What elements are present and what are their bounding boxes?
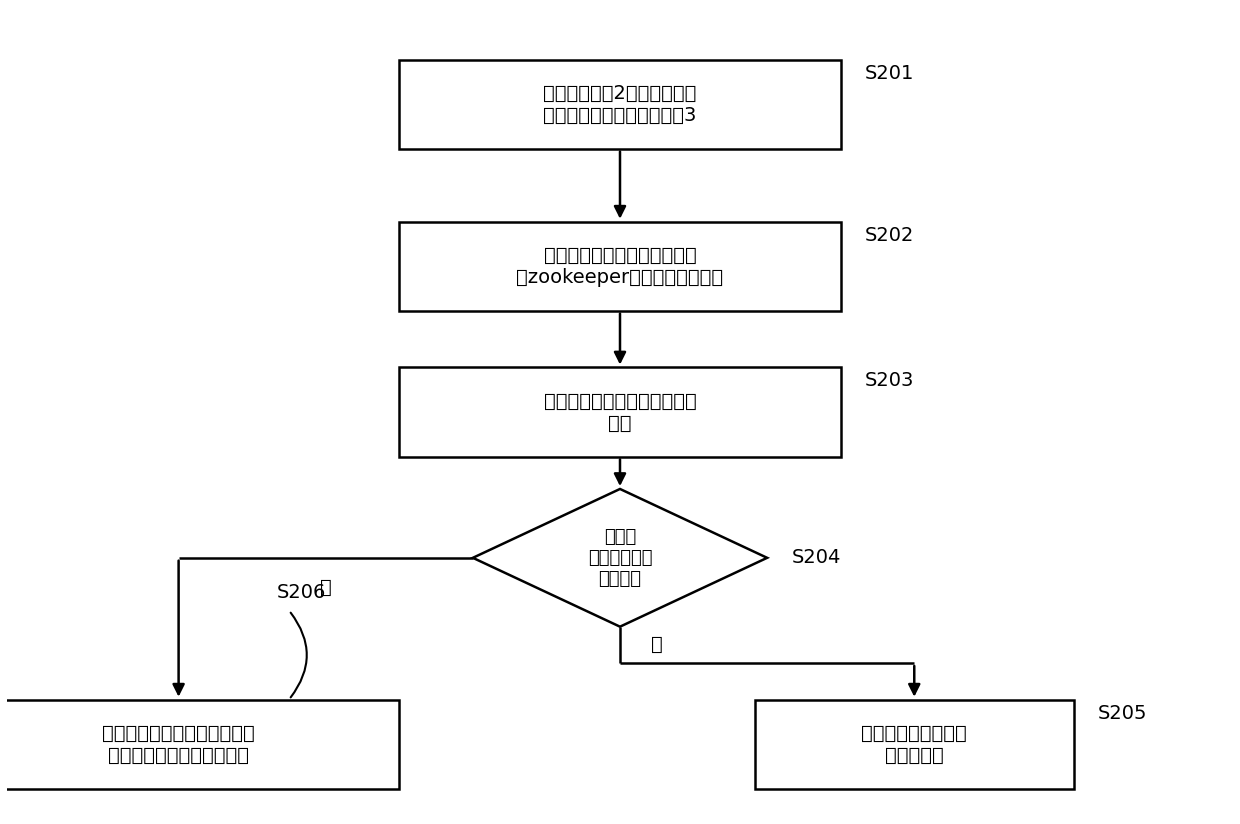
Text: S205: S205 (1099, 704, 1148, 723)
Text: S206: S206 (277, 583, 326, 602)
Text: 其余节点接收变更节点的节点
信息: 其余节点接收变更节点的节点 信息 (543, 391, 697, 433)
Polygon shape (472, 489, 768, 627)
Text: 每个节点同步变更后
的节点信息: 每个节点同步变更后 的节点信息 (862, 723, 967, 765)
FancyBboxPatch shape (399, 59, 841, 148)
Text: 是: 是 (320, 578, 331, 597)
Text: 发生变更节点执行变更把变更
后的定时任务持久化到本地: 发生变更节点执行变更把变更 后的定时任务持久化到本地 (102, 723, 255, 765)
Text: S202: S202 (866, 226, 915, 245)
Text: 任务管理模块2收到节点信息
变更，传递给节点管理模块3: 任务管理模块2收到节点信息 变更，传递给节点管理模块3 (543, 84, 697, 124)
Text: 否: 否 (651, 635, 662, 654)
FancyBboxPatch shape (399, 222, 841, 311)
Text: S201: S201 (866, 63, 915, 82)
Text: S204: S204 (791, 548, 841, 567)
FancyBboxPatch shape (755, 700, 1074, 789)
Text: S203: S203 (866, 372, 915, 391)
Text: 同步更新定时任务信息，发送
到zookeeper集群进行信息同步: 同步更新定时任务信息，发送 到zookeeper集群进行信息同步 (516, 246, 724, 287)
FancyBboxPatch shape (0, 700, 399, 789)
FancyBboxPatch shape (399, 368, 841, 456)
Text: 发生变
更的节点是否
为本节点: 发生变 更的节点是否 为本节点 (588, 528, 652, 588)
